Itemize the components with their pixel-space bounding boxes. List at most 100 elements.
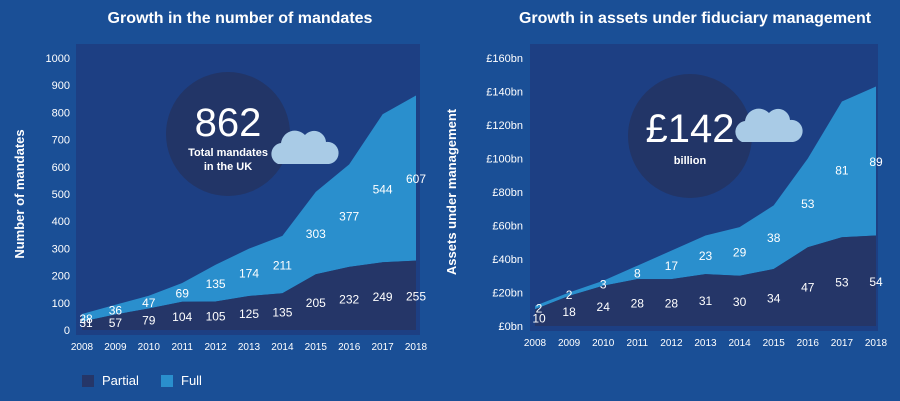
assets-badge-circle bbox=[628, 74, 752, 198]
mandates-xtick-label: 2012 bbox=[204, 342, 227, 353]
mandates-xtick-label: 2010 bbox=[138, 342, 161, 353]
assets-ytick-label: £40bn bbox=[492, 254, 523, 266]
mandates-series-full-area bbox=[82, 95, 416, 322]
assets-xtick-label: 2017 bbox=[831, 338, 854, 349]
mandates-badge-text: Total mandates bbox=[188, 147, 268, 159]
mandates-ytick-label: 500 bbox=[52, 189, 70, 201]
mandates-xtick-label: 2013 bbox=[238, 342, 261, 353]
assets-xtick-label: 2014 bbox=[728, 338, 751, 349]
assets-ytick-label: £80bn bbox=[492, 187, 523, 199]
mandates-label-full: 544 bbox=[373, 182, 393, 196]
mandates-label-partial: 79 bbox=[142, 313, 156, 327]
assets-series-full-area bbox=[535, 86, 876, 310]
legend-item-full: Full bbox=[161, 373, 202, 388]
mandates-label-full: 69 bbox=[176, 286, 190, 300]
assets-ytick-label: £140bn bbox=[486, 87, 523, 99]
mandates-ytick-label: 400 bbox=[52, 216, 70, 228]
mandates-xtick-label: 2008 bbox=[71, 342, 94, 353]
mandates-xtick-label: 2009 bbox=[104, 342, 127, 353]
assets-label-full: 3 bbox=[600, 277, 607, 291]
mandates-label-full: 607 bbox=[406, 172, 426, 186]
mandates-xtick-label: 2016 bbox=[338, 342, 361, 353]
assets-ylabel: Assets under management bbox=[444, 108, 459, 275]
assets-xtick-label: 2009 bbox=[558, 338, 581, 349]
assets-xtick-label: 2018 bbox=[865, 338, 888, 349]
mandates-badge-text-2: in the UK bbox=[204, 161, 252, 173]
assets-label-full: 81 bbox=[835, 163, 849, 177]
assets-label-partial: 28 bbox=[631, 297, 645, 311]
assets-ytick-label: £120bn bbox=[486, 120, 523, 132]
mandates-ytick-label: 700 bbox=[52, 135, 70, 147]
mandates-label-partial: 105 bbox=[206, 310, 226, 324]
assets-label-partial: 30 bbox=[733, 295, 747, 309]
legend-swatch-partial bbox=[82, 374, 94, 387]
mandates-label-full: 174 bbox=[239, 266, 259, 280]
mandates-label-partial: 125 bbox=[239, 307, 259, 321]
legend-item-partial: Partial bbox=[82, 373, 139, 388]
assets-series-partial-area bbox=[535, 235, 876, 326]
assets-label-partial: 31 bbox=[699, 294, 713, 308]
mandates-label-full: 36 bbox=[109, 304, 123, 318]
assets-ytick-label: £20bn bbox=[492, 288, 523, 300]
assets-ytick-label: £60bn bbox=[492, 221, 523, 233]
assets-label-partial: 34 bbox=[767, 292, 781, 306]
mandates-xtick-label: 2015 bbox=[305, 342, 328, 353]
mandates-label-partial: 104 bbox=[172, 310, 192, 324]
mandates-label-full: 211 bbox=[273, 259, 292, 273]
legend-label-partial: Partial bbox=[102, 373, 139, 388]
mandates-ytick-label: 100 bbox=[52, 298, 70, 310]
assets-chart-title: Growth in assets under fiduciary managem… bbox=[518, 10, 872, 27]
mandates-ytick-label: 800 bbox=[52, 107, 70, 119]
mandates-xtick-label: 2018 bbox=[405, 342, 428, 353]
assets-label-full: 2 bbox=[536, 302, 543, 316]
assets-xtick-label: 2008 bbox=[524, 338, 547, 349]
mandates-label-partial: 255 bbox=[406, 289, 426, 303]
assets-label-partial: 24 bbox=[597, 300, 611, 314]
mandates-label-partial: 205 bbox=[306, 296, 326, 310]
assets-ytick-label: £160bn bbox=[486, 53, 523, 65]
mandates-cloud-icon bbox=[271, 130, 339, 164]
assets-label-partial: 28 bbox=[665, 297, 679, 311]
assets-label-partial: 54 bbox=[869, 275, 883, 289]
mandates-chart-title: Growth in the number of mandates bbox=[107, 10, 373, 27]
assets-label-full: 2 bbox=[566, 288, 573, 302]
mandates-ytick-label: 0 bbox=[64, 325, 70, 337]
assets-label-partial: 18 bbox=[562, 305, 576, 319]
assets-ytick-label: £100bn bbox=[486, 154, 523, 166]
mandates-label-partial: 249 bbox=[373, 290, 393, 304]
assets-xtick-label: 2011 bbox=[627, 338, 649, 349]
assets-label-partial: 47 bbox=[801, 281, 815, 295]
mandates-ytick-label: 300 bbox=[52, 243, 70, 255]
assets-label-full: 23 bbox=[699, 249, 713, 263]
mandates-label-full: 47 bbox=[142, 296, 156, 310]
mandates-ytick-label: 600 bbox=[52, 162, 70, 174]
assets-label-full: 89 bbox=[869, 155, 883, 169]
mandates-ytick-label: 900 bbox=[52, 80, 70, 92]
assets-label-full: 38 bbox=[767, 231, 781, 245]
mandates-label-partial: 135 bbox=[272, 306, 292, 320]
mandates-label-full: 303 bbox=[306, 227, 326, 241]
mandates-ytick-label: 1000 bbox=[46, 53, 70, 65]
mandates-ytick-label: 200 bbox=[52, 271, 70, 283]
mandates-label-partial: 57 bbox=[109, 316, 123, 330]
assets-label-full: 17 bbox=[665, 259, 679, 273]
mandates-label-partial: 232 bbox=[339, 292, 359, 306]
assets-label-partial: 10 bbox=[532, 312, 546, 326]
assets-label-full: 29 bbox=[733, 245, 747, 259]
assets-xtick-label: 2012 bbox=[660, 338, 683, 349]
legend-label-full: Full bbox=[181, 373, 202, 388]
assets-xtick-label: 2013 bbox=[694, 338, 717, 349]
assets-xtick-label: 2010 bbox=[592, 338, 615, 349]
assets-label-partial: 53 bbox=[835, 276, 849, 290]
mandates-ylabel: Number of mandates bbox=[12, 129, 27, 258]
legend-swatch-full bbox=[161, 374, 173, 387]
mandates-xtick-label: 2014 bbox=[271, 342, 294, 353]
mandates-xtick-label: 2011 bbox=[171, 342, 193, 353]
mandates-label-partial: 31 bbox=[79, 316, 93, 330]
assets-ytick-label: £0bn bbox=[499, 321, 523, 333]
mandates-series-partial-area bbox=[82, 260, 416, 330]
mandates-badge-value: 862 bbox=[195, 101, 262, 145]
mandates-label-full: 135 bbox=[206, 277, 226, 291]
